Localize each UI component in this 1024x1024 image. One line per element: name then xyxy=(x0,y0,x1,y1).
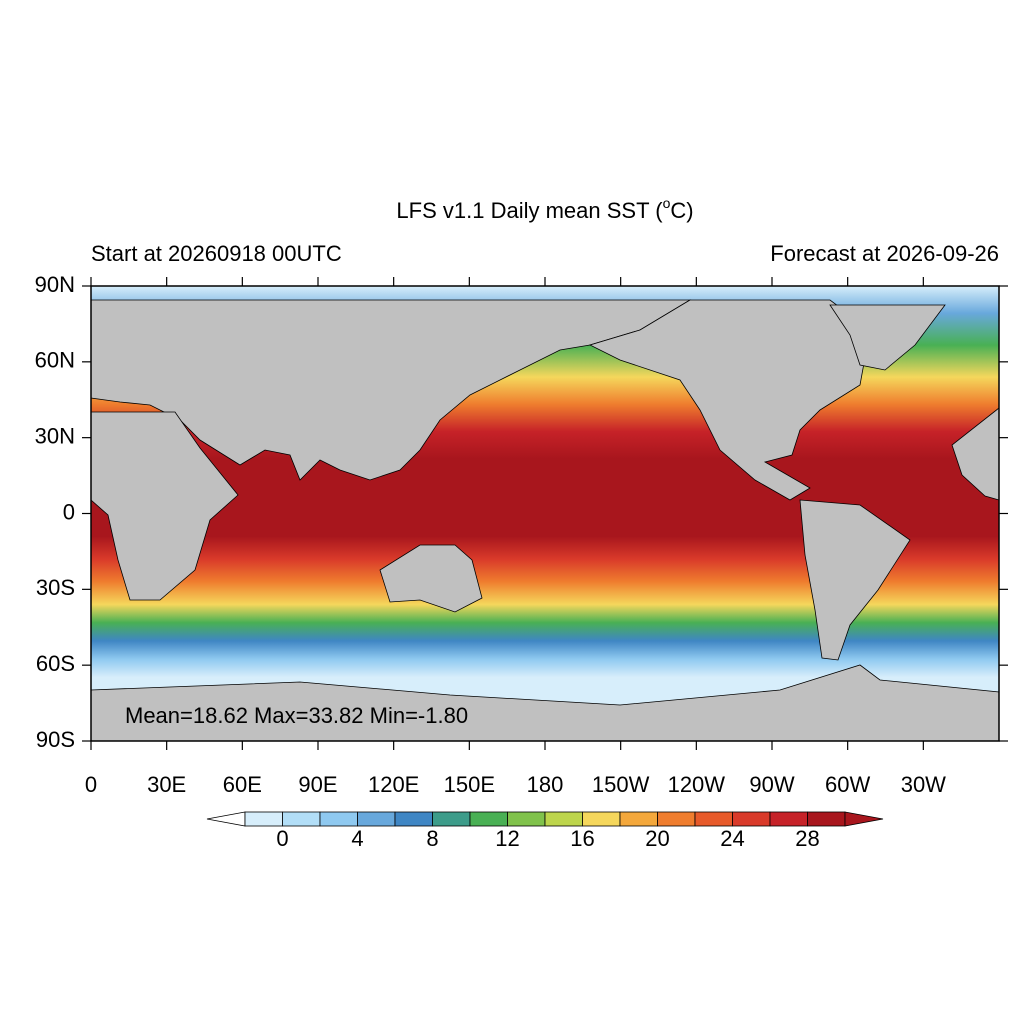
colorbar-box xyxy=(657,811,696,827)
x-tick-label: 90E xyxy=(298,772,337,797)
axes: 0 30E 60E 90E 120E 150E 180 150W 120W 90W 60W 30W 90… xyxy=(35,272,1008,797)
colorbar-label: 0 xyxy=(276,826,288,851)
y-tick-label: 90S xyxy=(36,727,75,752)
colorbar-box xyxy=(319,811,358,827)
colorbar-box xyxy=(394,811,433,827)
title: LFS v1.1 Daily mean SST (oC) xyxy=(396,195,693,223)
colorbar-box xyxy=(807,811,846,827)
colorbar-box xyxy=(619,811,658,827)
x-tick-label: 60E xyxy=(223,772,262,797)
colorbar-box xyxy=(357,811,396,827)
y-tick-label: 30N xyxy=(35,423,75,448)
left-subtitle: Start at 20260918 00UTC xyxy=(91,241,342,266)
colorbar-over xyxy=(844,811,884,827)
right-subtitle: Forecast at 2026-09-26 xyxy=(770,241,999,266)
colorbar-box xyxy=(544,811,583,827)
x-tick-label: 0 xyxy=(85,772,97,797)
colorbar-label: 24 xyxy=(720,826,744,851)
colorbar-box xyxy=(469,811,508,827)
x-tick-label: 30W xyxy=(901,772,946,797)
colorbar-box xyxy=(244,811,283,827)
y-tick-label: 60S xyxy=(36,651,75,676)
x-tick-label: 90W xyxy=(749,772,794,797)
colorbar-under xyxy=(206,811,246,827)
x-tick-label: 30E xyxy=(147,772,186,797)
australia xyxy=(379,544,483,613)
colorbar-label: 8 xyxy=(426,826,438,851)
x-tick-label: 60W xyxy=(825,772,870,797)
y-tick-label: 60N xyxy=(35,348,75,373)
statistics-annotation: Mean=18.62 Max=33.82 Min=-1.80 xyxy=(125,703,468,728)
colorbar-label: 28 xyxy=(795,826,819,851)
colorbar-box xyxy=(432,811,471,827)
title-text: LFS v1.1 Daily mean SST ( xyxy=(396,198,663,223)
colorbar-label: 16 xyxy=(570,826,594,851)
x-tick-label: 120E xyxy=(368,772,419,797)
y-tick-label: 30S xyxy=(36,575,75,600)
title-end: C) xyxy=(670,198,693,223)
title-superscript: o xyxy=(663,195,671,211)
y-tick-label: 90N xyxy=(35,272,75,297)
x-tick-label: 180 xyxy=(527,772,564,797)
colorbar-box xyxy=(282,811,321,827)
south-america xyxy=(799,499,911,661)
colorbar-box xyxy=(507,811,546,827)
x-tick-label: 150E xyxy=(444,772,495,797)
colorbar-label: 4 xyxy=(351,826,363,851)
colorbar-label: 12 xyxy=(495,826,519,851)
colorbar-box xyxy=(582,811,621,827)
colorbar-box xyxy=(694,811,733,827)
greenland xyxy=(829,304,946,371)
colorbar-box xyxy=(769,811,808,827)
colorbar-box xyxy=(732,811,771,827)
x-tick-label: 120W xyxy=(668,772,726,797)
colorbar: 0 4 8 12 16 20 24 28 xyxy=(206,811,884,851)
y-tick-label: 0 xyxy=(63,499,75,524)
map xyxy=(90,285,1000,742)
north-america xyxy=(588,299,871,501)
x-tick-label: 150W xyxy=(592,772,650,797)
colorbar-label: 20 xyxy=(645,826,669,851)
africa xyxy=(90,411,239,601)
